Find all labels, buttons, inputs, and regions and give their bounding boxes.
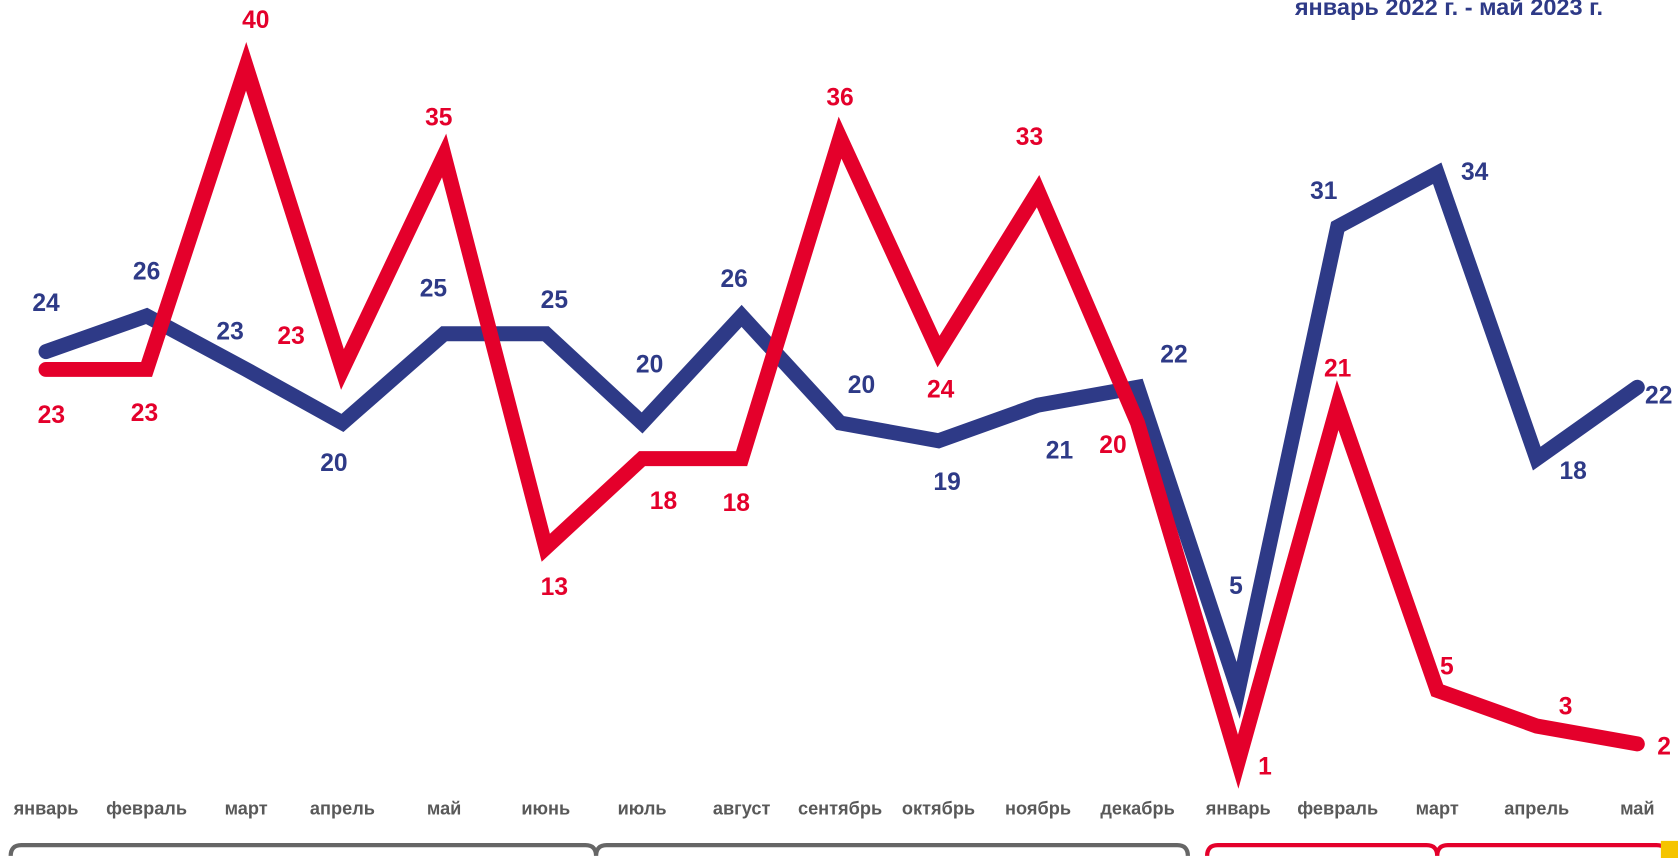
data-label: 34 — [1461, 159, 1489, 186]
data-label: 23 — [216, 319, 243, 346]
data-label: 24 — [32, 290, 60, 317]
data-label: 18 — [650, 488, 677, 515]
data-label: 18 — [1559, 458, 1586, 485]
data-label: 5 — [1440, 653, 1454, 680]
x-tick-label: июль — [618, 799, 667, 819]
data-label: 22 — [1645, 382, 1672, 409]
data-label: 31 — [1310, 178, 1337, 205]
x-tick-label: январь — [13, 799, 79, 819]
x-tick-label: июнь — [521, 799, 570, 819]
data-label: 24 — [927, 377, 955, 404]
data-label: 23 — [131, 400, 158, 427]
data-label: 20 — [636, 352, 663, 379]
data-label: 26 — [133, 259, 160, 286]
corner-marker — [1660, 840, 1678, 858]
data-label: 19 — [933, 469, 960, 496]
x-tick-label: сентябрь — [798, 799, 882, 819]
x-tick-label: апрель — [310, 799, 375, 819]
data-label: 21 — [1324, 355, 1351, 382]
data-label: 22 — [1160, 342, 1187, 369]
x-tick-label: март — [1416, 799, 1459, 819]
data-label: 23 — [38, 402, 65, 429]
x-tick-label: апрель — [1504, 799, 1569, 819]
x-tick-label: октябрь — [902, 799, 975, 819]
x-tick-label: февраль — [1297, 799, 1378, 819]
data-label: 13 — [541, 574, 568, 601]
data-label: 5 — [1229, 573, 1243, 600]
data-label: 23 — [277, 323, 304, 350]
x-tick-label: январь — [1205, 799, 1271, 819]
x-tick-label: февраль — [106, 799, 187, 819]
data-label: 20 — [1099, 432, 1126, 459]
line-series — [38, 162, 1645, 719]
x-tick-label: август — [713, 799, 771, 819]
x-tick-label: декабрь — [1100, 799, 1174, 819]
data-label: 26 — [720, 266, 747, 293]
data-label: 20 — [320, 450, 347, 477]
bracket-2023 — [1204, 843, 1670, 856]
data-label: 3 — [1559, 693, 1573, 720]
data-label: 1 — [1258, 754, 1272, 781]
data-label: 40 — [242, 7, 269, 34]
data-label: 20 — [848, 372, 875, 399]
x-tick-label: март — [225, 799, 268, 819]
x-tick-label: май — [1620, 799, 1654, 819]
data-label: 33 — [1016, 124, 1043, 151]
data-label: 36 — [826, 85, 853, 112]
data-label: 35 — [425, 105, 452, 132]
data-label: 2 — [1657, 734, 1671, 761]
x-tick-label: май — [427, 799, 461, 819]
data-label: 18 — [723, 490, 750, 517]
line-series — [38, 41, 1645, 789]
x-tick-label: ноябрь — [1005, 799, 1071, 819]
chart-title: январь 2022 г. - май 2023 г. — [1294, 0, 1603, 20]
data-label: 25 — [541, 287, 568, 314]
data-label: 25 — [420, 275, 447, 302]
data-label: 21 — [1046, 438, 1073, 465]
bracket-2022 — [8, 843, 1191, 856]
